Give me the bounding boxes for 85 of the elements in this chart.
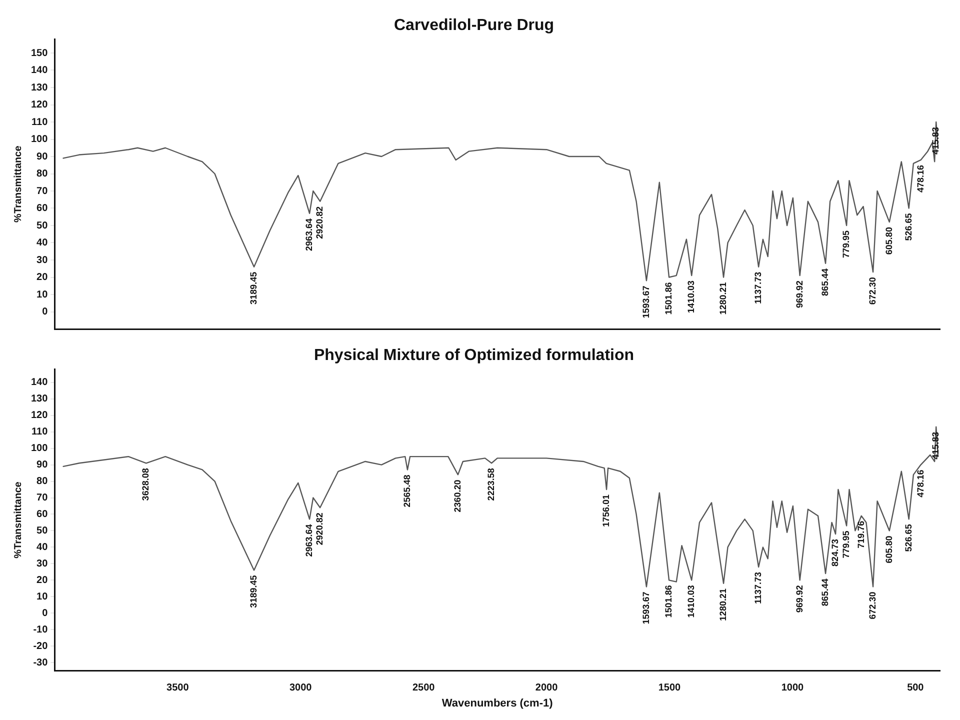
annotation: 865.44 (820, 268, 830, 296)
annotation: 779.95 (841, 530, 852, 558)
annotation: 1280.21 (718, 588, 728, 621)
annotation: 3628.08 (140, 468, 151, 501)
y-tick-label: 50 (36, 220, 48, 232)
y-tick-label: 120 (30, 100, 48, 110)
annotation: 415.83 (930, 127, 941, 155)
y-tick-label: 50 (36, 525, 48, 536)
y-tick-label: 0 (42, 608, 48, 619)
annotation: 2920.82 (314, 206, 325, 239)
y-tick-label: 40 (36, 542, 48, 553)
y-tick-label: 80 (36, 476, 48, 488)
annotation: 3189.45 (248, 272, 258, 304)
x-tick-label: 500 (907, 682, 924, 694)
y-tick-label: 30 (36, 558, 48, 570)
y-tick-label: 120 (30, 410, 48, 422)
y-tick-label: 70 (36, 492, 48, 504)
annotation: 969.92 (794, 585, 804, 613)
annotation: 2963.64 (304, 524, 314, 557)
y-tick-label: 100 (30, 443, 48, 454)
annotation: 865.44 (820, 578, 830, 606)
x-tick-label: 2500 (412, 682, 436, 694)
annotation: 3189.45 (248, 575, 258, 608)
y-tick-label: -10 (33, 624, 48, 636)
annotation: 526.65 (903, 213, 914, 241)
annotation: 415.83 (930, 432, 941, 460)
y-axis-title: %Transmittance (12, 145, 24, 222)
annotation: 672.30 (868, 277, 878, 305)
y-tick-label: 130 (30, 394, 48, 405)
annotation: 1501.86 (664, 585, 674, 618)
annotation: 1593.67 (640, 592, 651, 624)
annotation: 1756.01 (601, 494, 612, 528)
x-tick-label: 3500 (166, 682, 190, 694)
annotation: 2223.58 (486, 468, 496, 501)
y-tick-label: 90 (36, 151, 48, 162)
annotation: 969.92 (794, 280, 804, 308)
y-tick-label: 20 (36, 574, 48, 586)
annotation: 2963.64 (304, 218, 314, 251)
y-tick-label: 10 (36, 289, 48, 300)
y-tick-label: 110 (32, 426, 48, 438)
annotation: 672.30 (868, 592, 878, 620)
y-tick-label: 80 (36, 168, 48, 180)
y-tick-label: -20 (33, 640, 48, 652)
y-axis-title: %Transmittance (12, 481, 24, 558)
x-tick-label: 3000 (289, 682, 312, 694)
y-tick-label: 10 (36, 591, 48, 602)
annotation: 1501.86 (664, 282, 674, 315)
annotation: 1410.03 (686, 280, 696, 314)
annotation: 526.65 (903, 524, 914, 552)
annotation: 478.16 (915, 164, 926, 192)
annotation: 2920.82 (314, 512, 325, 546)
x-tick-label: 1500 (658, 682, 682, 694)
y-tick-label: -30 (33, 657, 48, 668)
y-tick-label: 40 (36, 238, 48, 248)
y-tick-label: 60 (36, 508, 48, 520)
y-tick-label: 60 (36, 203, 48, 214)
y-tick-label: 20 (36, 272, 48, 283)
y-tick-label: 140 (30, 65, 48, 76)
annotation: 1137.73 (753, 572, 764, 604)
annotation: 605.80 (884, 536, 894, 564)
annotation: 1593.67 (640, 286, 651, 318)
y-tick-label: 150 (30, 48, 48, 59)
x-tick-label: 2000 (535, 682, 558, 694)
annotation: 824.73 (830, 539, 840, 567)
y-tick-label: 70 (36, 186, 48, 197)
annotation: 1137.73 (753, 272, 764, 304)
annotation: 779.95 (841, 230, 852, 258)
x-axis-title: Wavenumbers (cm-1) (442, 697, 554, 710)
x-tick-label: 1000 (781, 682, 804, 694)
y-tick-label: 0 (42, 306, 48, 318)
y-tick-label: 140 (30, 377, 48, 388)
annotation: 478.16 (915, 470, 926, 498)
annotation: 1410.03 (686, 585, 696, 618)
annotation: 719.76 (856, 520, 866, 548)
annotation: 2565.48 (402, 474, 412, 508)
annotation: 1280.21 (718, 282, 728, 315)
annotation: 605.80 (884, 227, 894, 255)
y-tick-label: 130 (30, 82, 48, 94)
chart-title: Carvedilol-Pure Drug (394, 17, 554, 34)
annotation: 2360.20 (452, 480, 462, 512)
y-tick-label: 90 (36, 460, 48, 471)
chart-title: Physical Mixture of Optimized formulation (314, 347, 634, 364)
y-tick-label: 30 (36, 254, 48, 266)
y-tick-label: 110 (32, 116, 48, 128)
y-tick-label: 100 (30, 134, 48, 145)
